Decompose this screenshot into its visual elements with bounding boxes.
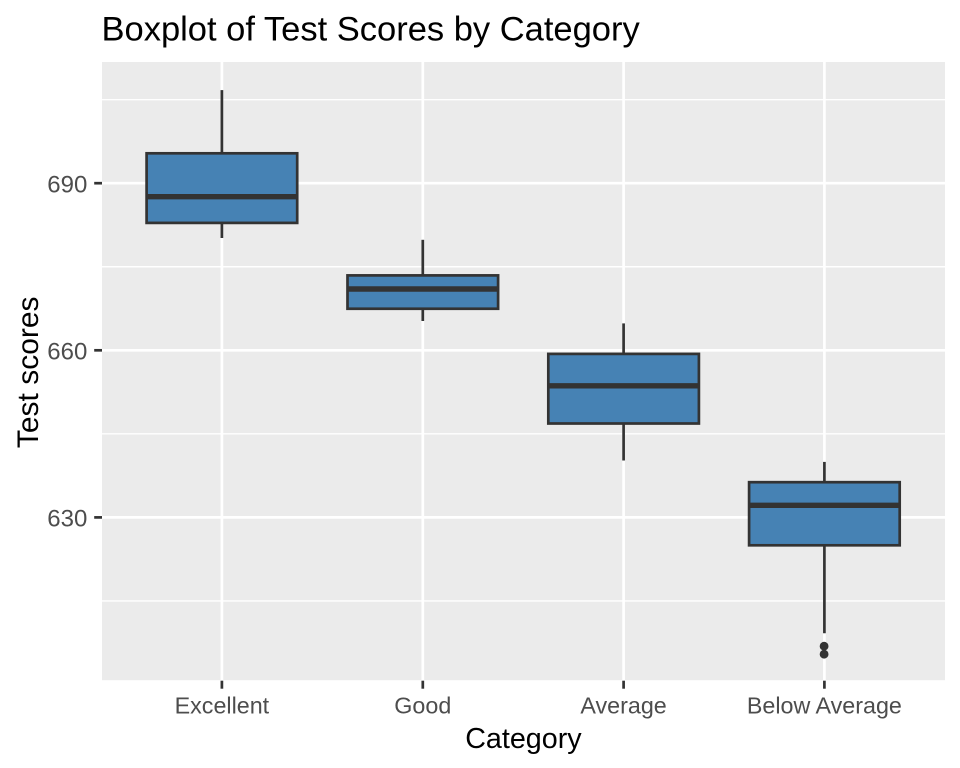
- svg-text:Test scores: Test scores: [12, 296, 45, 448]
- svg-text:Good: Good: [394, 693, 451, 719]
- svg-text:Excellent: Excellent: [175, 693, 270, 719]
- svg-text:Boxplot of Test Scores by Cate: Boxplot of Test Scores by Category: [102, 11, 641, 49]
- svg-text:Average: Average: [580, 693, 666, 719]
- svg-text:Below Average: Below Average: [747, 693, 902, 719]
- svg-text:630: 630: [47, 506, 87, 533]
- svg-text:660: 660: [47, 339, 87, 366]
- svg-text:Category: Category: [465, 723, 582, 755]
- svg-text:690: 690: [47, 172, 87, 199]
